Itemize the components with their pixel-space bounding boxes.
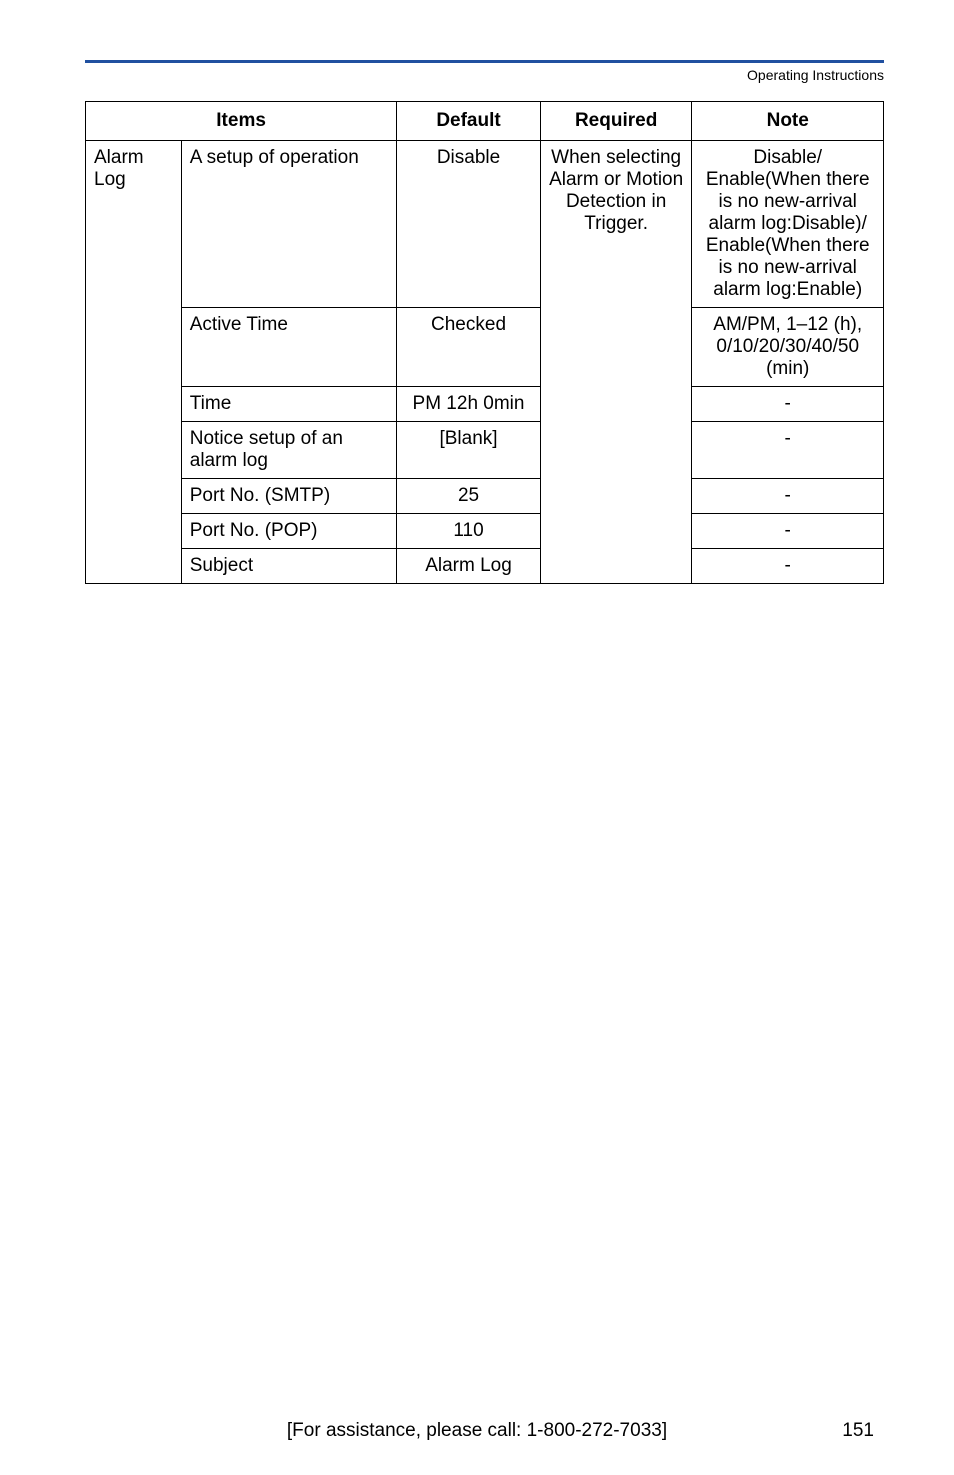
table-row: Alarm Log A setup of operation Disable W… — [86, 141, 884, 308]
header-rule — [85, 60, 884, 63]
note-cell: - — [692, 387, 884, 422]
item-cell: Notice setup of an alarm log — [181, 422, 396, 479]
default-cell: 110 — [397, 514, 541, 549]
item-cell: Port No. (POP) — [181, 514, 396, 549]
th-items: Items — [86, 102, 397, 141]
required-cell: When selecting Alarm or Motion Detection… — [540, 141, 692, 584]
note-cell: - — [692, 514, 884, 549]
table-row: Port No. (POP) 110 - — [86, 514, 884, 549]
note-cell: - — [692, 549, 884, 584]
group-label-cell: Alarm Log — [86, 141, 182, 584]
item-cell: Subject — [181, 549, 396, 584]
note-cell: AM/PM, 1–12 (h), 0/10/20/30/40/50 (min) — [692, 308, 884, 387]
item-cell: Port No. (SMTP) — [181, 479, 396, 514]
table-row: Port No. (SMTP) 25 - — [86, 479, 884, 514]
default-cell: Checked — [397, 308, 541, 387]
table-row: Subject Alarm Log - — [86, 549, 884, 584]
default-cell: [Blank] — [397, 422, 541, 479]
table-row: Notice setup of an alarm log [Blank] - — [86, 422, 884, 479]
header-label: Operating Instructions — [85, 67, 884, 83]
th-required: Required — [540, 102, 692, 141]
note-cell: - — [692, 479, 884, 514]
footer-assist: [For assistance, please call: 1-800-272-… — [287, 1420, 667, 1442]
footer-page-number: 151 — [842, 1420, 874, 1442]
note-cell: Disable/ Enable(When there is no new-arr… — [692, 141, 884, 308]
table-row: Active Time Checked AM/PM, 1–12 (h), 0/1… — [86, 308, 884, 387]
settings-table: Items Default Required Note Alarm Log A … — [85, 101, 884, 584]
default-cell: 25 — [397, 479, 541, 514]
th-default: Default — [397, 102, 541, 141]
default-cell: PM 12h 0min — [397, 387, 541, 422]
table-row: Time PM 12h 0min - — [86, 387, 884, 422]
note-cell: - — [692, 422, 884, 479]
item-cell: Active Time — [181, 308, 396, 387]
item-cell: Time — [181, 387, 396, 422]
th-note: Note — [692, 102, 884, 141]
default-cell: Alarm Log — [397, 549, 541, 584]
default-cell: Disable — [397, 141, 541, 308]
item-cell: A setup of operation — [181, 141, 396, 308]
